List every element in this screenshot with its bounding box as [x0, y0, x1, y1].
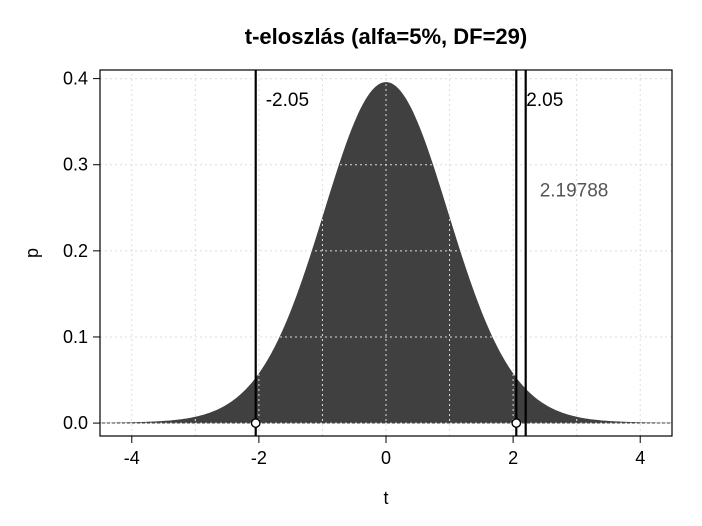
y-tick-label: 0.2 [63, 241, 88, 261]
statistic-label: 2.19788 [540, 181, 609, 202]
y-tick-label: 0.4 [63, 69, 88, 89]
x-axis-label: t [383, 488, 388, 508]
y-tick-label: 0.1 [63, 327, 88, 347]
x-tick-label: -2 [251, 448, 267, 468]
y-tick-label: 0.3 [63, 155, 88, 175]
t-distribution-chart: t-eloszlás (alfa=5%, DF=29) -4 -2 0 2 4 0.0 0.1… [0, 0, 702, 526]
y-tick-label: 0.0 [63, 413, 88, 433]
critical-marker-pos [512, 419, 520, 427]
critical-label-neg: -2.05 [266, 90, 309, 111]
chart-title: t-eloszlás (alfa=5%, DF=29) [245, 24, 527, 49]
x-tick-label: 4 [635, 448, 645, 468]
y-axis-label: p [22, 248, 42, 258]
x-tick-label: 2 [508, 448, 518, 468]
critical-label-pos: 2.05 [526, 90, 563, 111]
critical-marker-neg [252, 419, 260, 427]
x-tick-label: -4 [124, 448, 140, 468]
x-tick-label: 0 [381, 448, 391, 468]
chart-svg: t-eloszlás (alfa=5%, DF=29) -4 -2 0 2 4 0.0 0.1… [0, 0, 702, 526]
